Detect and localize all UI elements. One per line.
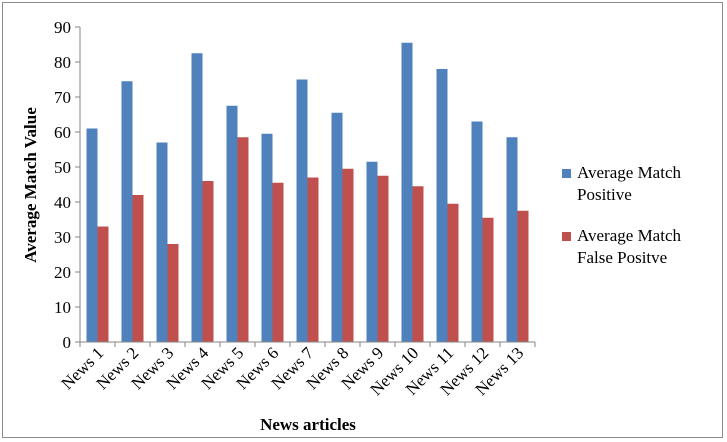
bar-false-positive [482,217,494,342]
y-tick-label: 60 [54,123,71,142]
bar-positive [436,69,448,342]
legend-label: Average Match [577,163,681,182]
bar-positive [191,53,203,342]
bar-false-positive [167,244,179,342]
bar-false-positive [342,168,354,342]
y-tick-label: 80 [54,53,71,72]
bar-false-positive [237,137,249,342]
legend: Average Match Positive Average Match False … [562,163,681,267]
bar-positive [366,161,378,342]
y-tick-label: 0 [63,333,72,352]
legend-label: False Positve [577,248,667,267]
bar-positive [121,81,133,342]
legend-swatch [562,169,571,178]
bar-false-positive [447,203,459,342]
legend-label: Average Match [577,226,681,245]
bar-positive [331,112,343,342]
bar-positive [86,128,98,342]
bar-positive [156,142,168,342]
bar-false-positive [412,186,424,342]
legend-label: Positive [577,185,632,204]
bar-false-positive [517,210,529,342]
y-axis-ticks: 0 10 20 30 40 50 60 70 80 90 [54,18,80,352]
bar-false-positive [97,226,109,342]
bar-positive [261,133,273,342]
bar-false-positive [272,182,284,342]
y-tick-label: 30 [54,228,71,247]
bar-positive [296,79,308,342]
y-tick-label: 20 [54,263,71,282]
axes [79,27,536,347]
y-tick-label: 50 [54,158,71,177]
legend-swatch [562,232,571,241]
y-axis-title: Average Match Value [21,107,40,263]
y-tick-label: 70 [54,88,71,107]
bars [86,42,529,342]
bar-false-positive [202,181,214,342]
y-tick-label: 10 [54,298,71,317]
y-tick-label: 90 [54,18,71,37]
bar-positive [506,137,518,342]
bar-false-positive [377,175,389,342]
bar-positive [401,42,413,342]
bar-false-positive [132,195,144,342]
bar-positive [226,105,238,342]
bar-positive [471,121,483,342]
y-tick-label: 40 [54,193,71,212]
x-axis-title: News articles [260,415,356,434]
bar-false-positive [307,177,319,342]
